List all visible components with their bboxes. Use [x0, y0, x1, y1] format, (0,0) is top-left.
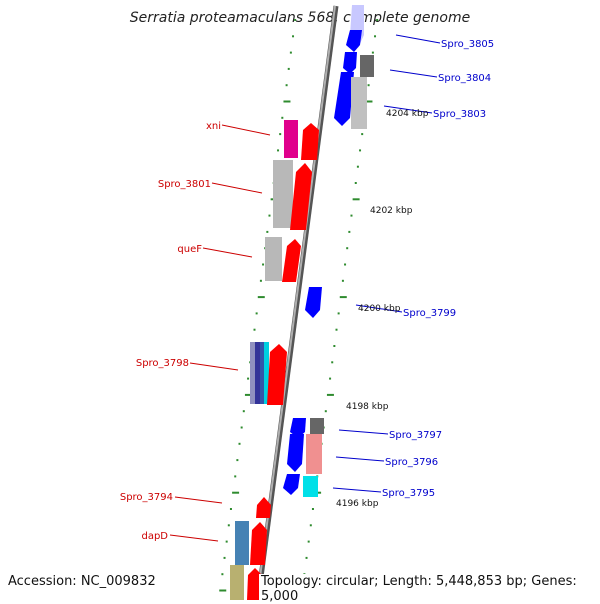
gene-label-spro-3799[interactable]: Spro_3799	[403, 308, 456, 319]
gene-block-xni[interactable]	[284, 120, 298, 158]
map-title: Serratia proteamaculans 568, complete ge…	[129, 10, 471, 26]
topology-label: Topology: circular; Length: 5,448,853 bp…	[259, 574, 600, 604]
gene-label-spro-3803[interactable]: Spro_3803	[433, 109, 486, 120]
gene-block-spro-3798-red[interactable]	[267, 344, 287, 405]
genome-backbone-highlight	[256, 5, 336, 600]
gene-block-bottom-olive[interactable]	[230, 565, 244, 600]
gene-block-spro-3798-b[interactable]	[255, 342, 260, 404]
gene-label-spro-3796[interactable]: Spro_3796	[385, 457, 438, 468]
gene-block-bottom-red[interactable]	[247, 568, 262, 600]
kbp-label: 4204 kbp	[386, 109, 429, 119]
forward-gene-labels: Spro_3805 Spro_3804 Spro_3803 Spro_3799 …	[382, 39, 494, 499]
gene-label-spro-3795[interactable]: Spro_3795	[382, 488, 435, 499]
gene-block-spro-3795[interactable]	[283, 474, 300, 495]
gene-block-spro-3799[interactable]	[305, 287, 322, 318]
kbp-label: 4198 kbp	[346, 402, 389, 412]
gene-block-spro-3795-cyan[interactable]	[303, 476, 318, 497]
gene-block-spro-3796-pink[interactable]	[306, 434, 322, 474]
gene-block-xni-red[interactable]	[301, 123, 319, 160]
gene-label-dapd[interactable]: dapD	[141, 531, 168, 542]
callout-lines	[169, 34, 441, 542]
gene-block-dapd-steel[interactable]	[235, 521, 249, 565]
gene-block-spro-3797[interactable]	[290, 418, 306, 438]
kbp-label: 4196 kbp	[336, 499, 379, 509]
gene-block-quef-red[interactable]	[282, 239, 301, 282]
gene-block-spro-3796[interactable]	[287, 434, 304, 472]
gene-blocks	[230, 5, 374, 600]
kbp-label: 4202 kbp	[370, 206, 413, 216]
gene-block-spro-3801-grey[interactable]	[273, 160, 293, 228]
gene-label-spro-3797[interactable]: Spro_3797	[389, 430, 442, 441]
accession-label: Accession: NC_009832	[6, 574, 158, 589]
kbp-labels: 4204 kbp 4202 kbp 4200 kbp 4198 kbp 4196…	[336, 109, 429, 509]
gene-block-spro-3805-cds[interactable]	[346, 30, 362, 52]
gene-block-spro-3794[interactable]	[256, 497, 271, 518]
gene-label-spro-3798[interactable]: Spro_3798	[136, 358, 189, 369]
gene-block-spro-3801-red[interactable]	[290, 163, 312, 230]
gene-block-spro-3797-grey[interactable]	[310, 418, 324, 434]
gene-block-spro-3804-grey[interactable]	[360, 55, 374, 77]
gene-block-spro-3804[interactable]	[343, 52, 357, 74]
gene-block-spro-3798-c[interactable]	[260, 342, 264, 404]
gene-label-spro-3794[interactable]: Spro_3794	[120, 492, 173, 503]
gene-block-spro-3803-grey[interactable]	[351, 77, 367, 129]
gene-label-quef[interactable]: queF	[177, 244, 202, 255]
kbp-label: 4200 kbp	[358, 304, 401, 314]
gene-block-quef-grey[interactable]	[265, 237, 282, 281]
gene-block-spro-3803[interactable]	[334, 72, 354, 126]
gene-label-spro-3804[interactable]: Spro_3804	[438, 73, 491, 84]
gene-block-spro-3798-a[interactable]	[250, 342, 255, 404]
gene-block-spro-3798-d[interactable]	[264, 342, 269, 404]
gene-label-xni[interactable]: xni	[206, 121, 221, 132]
gene-block-dapd-red[interactable]	[250, 522, 267, 565]
gene-label-spro-3801[interactable]: Spro_3801	[158, 179, 211, 190]
reverse-gene-labels: xni Spro_3801 queF Spro_3798 Spro_3794 d…	[120, 121, 221, 542]
gene-label-spro-3805[interactable]: Spro_3805	[441, 39, 494, 50]
